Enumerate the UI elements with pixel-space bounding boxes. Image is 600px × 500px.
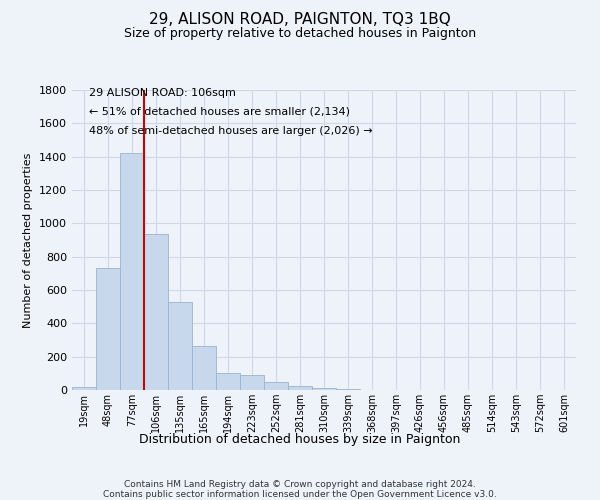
Bar <box>216 373 240 390</box>
Text: Size of property relative to detached houses in Paignton: Size of property relative to detached ho… <box>124 28 476 40</box>
Bar <box>288 386 312 390</box>
Text: 29, ALISON ROAD, PAIGNTON, TQ3 1BQ: 29, ALISON ROAD, PAIGNTON, TQ3 1BQ <box>149 12 451 28</box>
Bar <box>264 382 288 390</box>
Bar <box>336 389 360 390</box>
Bar <box>312 388 336 390</box>
Bar <box>120 154 144 390</box>
Text: Contains public sector information licensed under the Open Government Licence v3: Contains public sector information licen… <box>103 490 497 499</box>
Text: Contains HM Land Registry data © Crown copyright and database right 2024.: Contains HM Land Registry data © Crown c… <box>124 480 476 489</box>
Bar <box>192 346 216 390</box>
Bar <box>72 386 96 390</box>
Text: 48% of semi-detached houses are larger (2,026) →: 48% of semi-detached houses are larger (… <box>89 126 373 136</box>
Y-axis label: Number of detached properties: Number of detached properties <box>23 152 34 328</box>
Bar <box>168 302 192 390</box>
Text: ← 51% of detached houses are smaller (2,134): ← 51% of detached houses are smaller (2,… <box>89 106 350 117</box>
Text: 29 ALISON ROAD: 106sqm: 29 ALISON ROAD: 106sqm <box>89 88 236 98</box>
Bar <box>144 234 168 390</box>
Text: Distribution of detached houses by size in Paignton: Distribution of detached houses by size … <box>139 432 461 446</box>
Bar <box>240 375 264 390</box>
Bar <box>96 268 120 390</box>
